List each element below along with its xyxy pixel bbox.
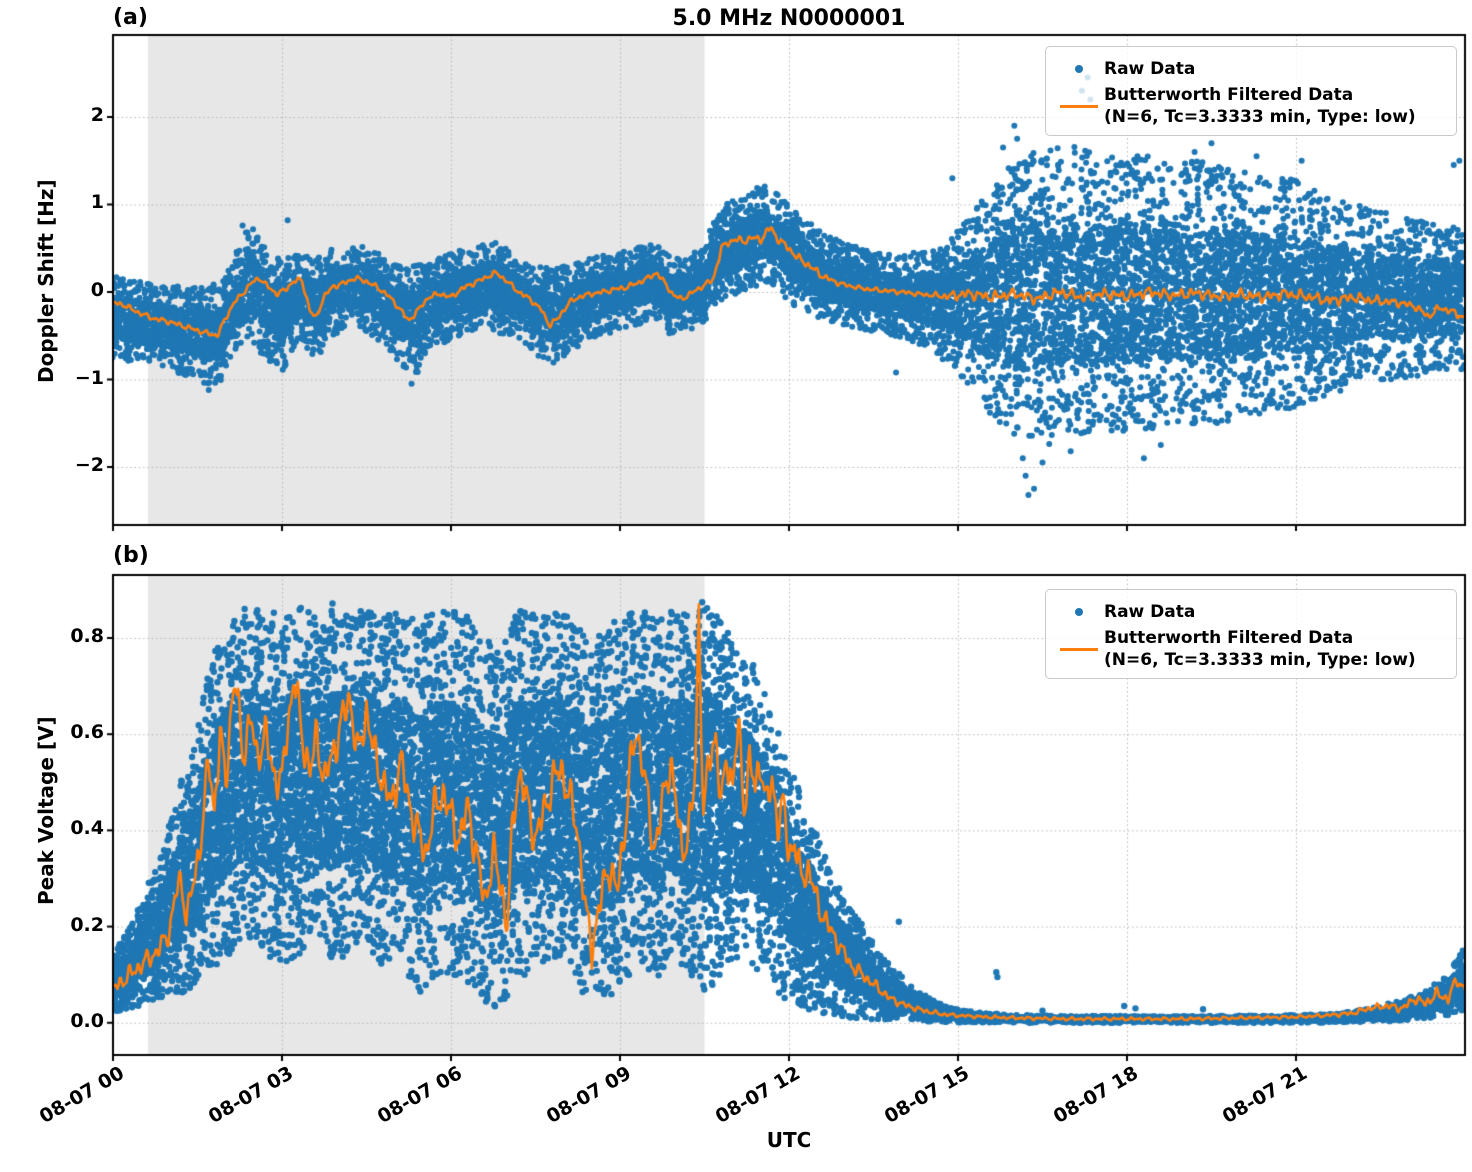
legend-filtered-label: Butterworth Filtered Data (N=6, Tc=3.333… [1104,627,1416,671]
legend-filtered-line2: (N=6, Tc=3.3333 min, Type: low) [1104,107,1416,128]
figure-title: 5.0 MHz N0000001 [672,6,906,31]
ytick-a-m2: −2 [74,454,104,476]
legend-panel-a: Raw Data Butterworth Filtered Data (N=6,… [1045,46,1457,137]
panel-b-ylabel: Peak Voltage [V] [34,716,58,905]
filtered-line-marker-icon [1054,647,1104,651]
ytick-b-06: 0.6 [70,721,104,743]
legend-filtered-line2: (N=6, Tc=3.3333 min, Type: low) [1104,650,1416,671]
raw-data-marker-icon [1054,65,1104,73]
ytick-a-2: 2 [90,104,104,126]
legend-filtered-line1: Butterworth Filtered Data [1104,628,1354,648]
ytick-b-00: 0.0 [70,1010,104,1032]
ytick-a-0: 0 [90,279,104,301]
ytick-b-04: 0.4 [70,817,104,839]
ytick-a-m1: −1 [74,367,104,389]
legend-panel-b: Raw Data Butterworth Filtered Data (N=6,… [1045,589,1457,680]
raw-data-marker-icon [1054,608,1104,616]
ytick-a-1: 1 [90,191,104,213]
legend-raw-label: Raw Data [1104,58,1196,79]
ytick-b-08: 0.8 [70,625,104,647]
ytick-b-02: 0.2 [70,914,104,936]
legend-filtered-line1: Butterworth Filtered Data [1104,85,1354,105]
filtered-line-marker-icon [1054,104,1104,108]
x-axis-label: UTC [766,1128,812,1152]
legend-filtered-label: Butterworth Filtered Data (N=6, Tc=3.333… [1104,84,1416,128]
panel-a-label: (a) [113,5,148,30]
legend-raw-label: Raw Data [1104,601,1196,622]
panel-b-label: (b) [113,543,149,568]
